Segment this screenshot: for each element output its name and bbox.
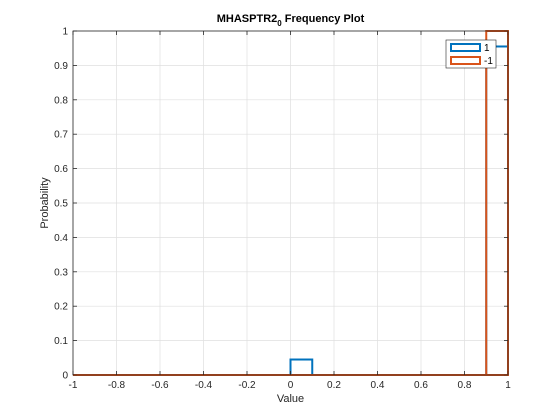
x-tick-label: 0.4 xyxy=(371,380,385,391)
x-tick-label: 1 xyxy=(505,380,511,391)
x-tick-label: 0.8 xyxy=(458,380,472,391)
chart-title-suffix: Frequency Plot xyxy=(282,13,365,25)
chart-title: MHASPTR20 Frequency Plot xyxy=(217,13,365,28)
x-tick-label: -0.2 xyxy=(238,380,256,391)
y-tick-label: 0.9 xyxy=(54,61,68,72)
legend-swatch-1 xyxy=(450,43,481,52)
y-tick-label: 0.1 xyxy=(54,336,68,347)
y-tick-label: 0 xyxy=(62,371,68,382)
x-tick-label: -0.6 xyxy=(151,380,169,391)
legend-label-1: 1 xyxy=(484,43,490,54)
x-tick-label: -0.8 xyxy=(108,380,126,391)
y-tick-label: 0.7 xyxy=(54,130,68,141)
y-tick-label: 0.3 xyxy=(54,267,68,278)
y-tick-label: 0.5 xyxy=(54,199,68,210)
legend-swatch-2 xyxy=(450,56,481,65)
legend-label-2: -1 xyxy=(484,56,493,67)
x-tick-label: 0.2 xyxy=(327,380,341,391)
y-tick-label: 1 xyxy=(62,27,68,38)
y-tick-label: 0.2 xyxy=(54,302,68,313)
x-tick-label: -0.4 xyxy=(195,380,213,391)
x-tick-label: 0.6 xyxy=(414,380,428,391)
y-tick-label: 0.8 xyxy=(54,95,68,106)
chart-title-main: MHASPTR2 xyxy=(217,13,278,25)
y-tick-label: 0.4 xyxy=(54,233,68,244)
y-axis-label: Probability xyxy=(39,177,51,229)
y-tick-label: 0.6 xyxy=(54,164,68,175)
chart-title-subscript: 0 xyxy=(277,19,282,28)
x-tick-label: 0 xyxy=(288,380,294,391)
tick-layer: -1 -0.8 -0.6 -0.4 -0.2 0 0.2 0.4 0.6 0.8 1 0 0.1 0.2 0… xyxy=(54,27,511,392)
legend: 1 -1 xyxy=(445,39,497,69)
x-tick-label: -1 xyxy=(69,380,78,391)
x-axis-label: Value xyxy=(277,393,304,405)
